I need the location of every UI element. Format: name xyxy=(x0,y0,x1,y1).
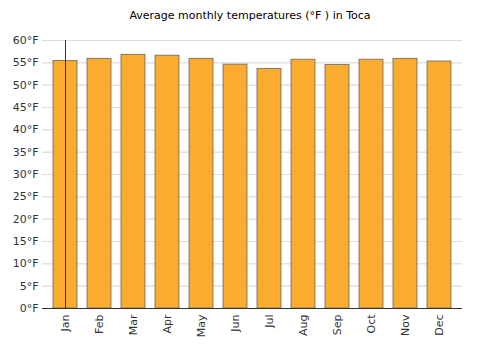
svg-text:50°F: 50°F xyxy=(13,79,39,92)
svg-text:25°F: 25°F xyxy=(13,190,39,203)
svg-text:Jan: Jan xyxy=(59,314,72,332)
svg-text:10°F: 10°F xyxy=(13,257,39,270)
svg-text:Mar: Mar xyxy=(127,314,140,335)
html-text:Average monthly temperatures (: Average monthly temperatures (°F ) in To… xyxy=(129,9,371,22)
svg-text:20°F: 20°F xyxy=(13,213,39,226)
svg-text:Jul: Jul xyxy=(263,315,276,329)
svg-text:Sep: Sep xyxy=(331,314,344,335)
svg-text:Dec: Dec xyxy=(433,315,446,336)
svg-text:40°F: 40°F xyxy=(13,123,39,136)
svg-text:55°F: 55°F xyxy=(13,56,39,69)
svg-text:Oct: Oct xyxy=(365,314,378,334)
svg-text:5°F: 5°F xyxy=(20,280,39,293)
svg-text:30°F: 30°F xyxy=(13,168,39,181)
svg-text:0°F: 0°F xyxy=(20,302,39,315)
svg-text:60°F: 60°F xyxy=(13,34,39,47)
svg-text:15°F: 15°F xyxy=(13,235,39,248)
svg-text:Jun: Jun xyxy=(229,314,242,332)
svg-text:Apr: Apr xyxy=(161,314,174,334)
svg-text:45°F: 45°F xyxy=(13,101,39,114)
svg-text:35°F: 35°F xyxy=(13,146,39,159)
svg-text:Nov: Nov xyxy=(399,314,412,336)
svg-text:Feb: Feb xyxy=(93,314,106,333)
svg-text:Aug: Aug xyxy=(297,315,310,336)
svg-text:May: May xyxy=(195,314,208,337)
